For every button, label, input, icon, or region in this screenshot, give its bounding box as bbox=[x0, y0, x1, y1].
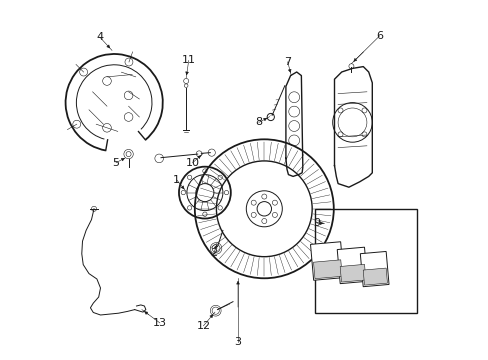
Bar bbox=[314, 209, 416, 313]
Polygon shape bbox=[360, 251, 388, 287]
Text: 1: 1 bbox=[173, 175, 180, 185]
Text: 9: 9 bbox=[313, 218, 320, 228]
Text: 8: 8 bbox=[255, 117, 262, 127]
Text: 12: 12 bbox=[196, 321, 210, 331]
Polygon shape bbox=[340, 264, 365, 282]
Text: 11: 11 bbox=[182, 55, 195, 66]
Text: 6: 6 bbox=[375, 31, 382, 41]
Text: 3: 3 bbox=[234, 337, 241, 347]
Polygon shape bbox=[310, 242, 343, 280]
Text: 5: 5 bbox=[112, 158, 119, 168]
Polygon shape bbox=[363, 268, 386, 285]
Polygon shape bbox=[337, 247, 366, 284]
Text: 7: 7 bbox=[284, 57, 291, 67]
Text: 10: 10 bbox=[185, 158, 199, 168]
Text: 4: 4 bbox=[96, 32, 103, 42]
Polygon shape bbox=[313, 260, 342, 279]
Text: 13: 13 bbox=[153, 318, 166, 328]
Text: 2: 2 bbox=[210, 248, 217, 258]
